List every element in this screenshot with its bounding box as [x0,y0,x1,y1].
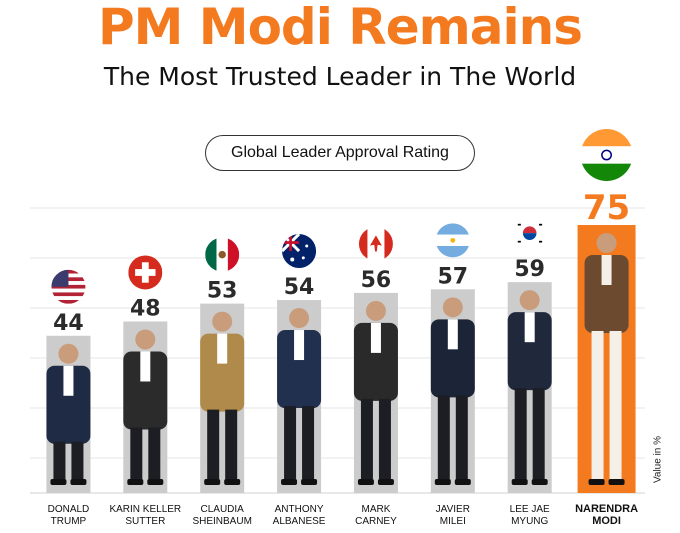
leader-photo [277,308,322,485]
value-label: 54 [284,275,315,300]
category-label: KARIN KELLER [109,504,181,515]
usa-flag-icon [51,269,86,304]
category-label: SHEINBAUM [192,516,251,527]
category-label: MILEI [440,516,466,527]
south-korea-flag-icon [512,216,547,251]
value-label: 57 [438,264,469,289]
leader-photo [507,290,552,485]
leader-photo [123,329,168,485]
unit-label-text: Value in % [652,435,664,484]
chart-label-pill: Global Leader Approval Rating [205,135,475,171]
category-label: ALBANESE [273,516,326,527]
category-label: MYUNG [511,516,548,527]
leader-photo [353,300,398,485]
mexico-flag-icon [205,237,240,272]
category-label: CLAUDIA [201,504,245,515]
category-label: MODI [592,515,621,527]
category-label: LEE JAE [510,504,550,515]
australia-flag-icon [282,234,317,269]
value-label: 53 [207,279,238,304]
value-label: 56 [361,268,392,293]
leader-photo [430,297,475,485]
switzerland-flag-icon [128,255,163,290]
category-label: MARK [361,504,390,515]
value-label: 48 [130,296,161,321]
category-label: JAVIER [436,504,470,515]
value-label: 44 [53,311,84,336]
category-label: DONALD [48,504,90,515]
value-label: 59 [514,257,545,282]
leader-photo [584,233,629,485]
category-label: CARNEY [355,516,397,527]
category-label: ANTHONY [275,504,324,515]
value-label: 75 [583,188,630,228]
page-subtitle: The Most Trusted Leader in The World [103,62,577,91]
argentina-flag-icon [435,223,470,258]
page-title: PM Modi Remains [98,0,583,56]
canada-flag-icon [358,226,393,261]
category-label: NARENDRA [575,503,638,515]
category-label: TRUMP [51,516,87,527]
category-label: SUTTER [125,516,165,527]
leader-photo [200,311,245,485]
unit-label: Value in % [648,434,668,494]
leader-photo [46,343,91,485]
india-flag-icon [580,129,633,181]
